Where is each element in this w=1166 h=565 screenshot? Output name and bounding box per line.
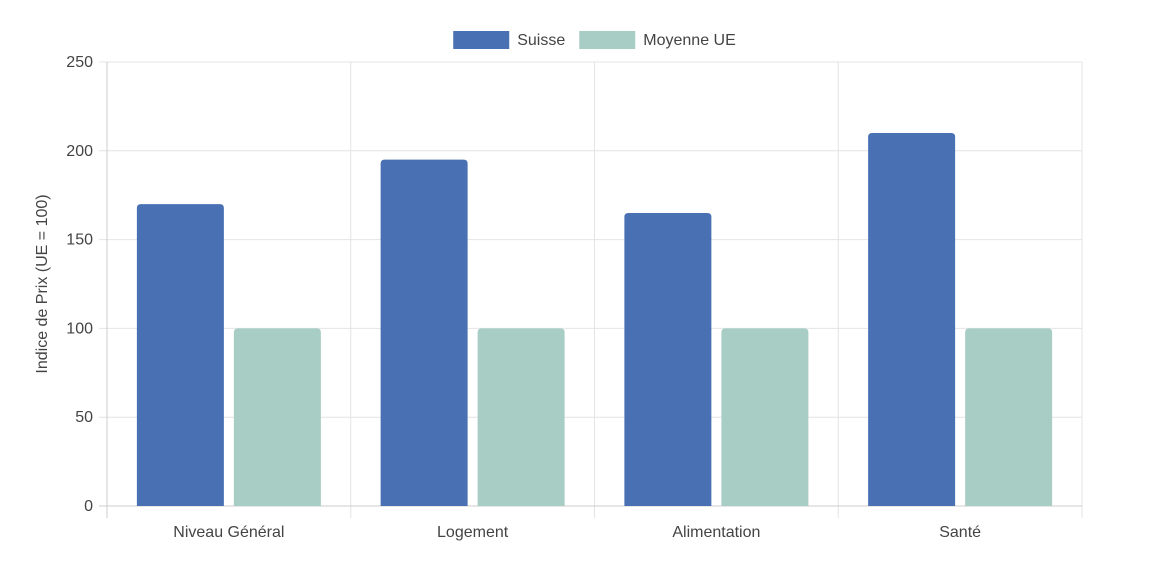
bar-suisse[interactable]	[136, 204, 224, 506]
tick-labels: 0 50 100 150 200 250 Niveau Général Logement Ali…	[66, 54, 981, 541]
y-tick-label: 0	[84, 498, 93, 515]
y-tick-label: 150	[66, 232, 93, 249]
bar-moyenne-ue[interactable]	[233, 328, 321, 506]
legend: Suisse Moyenne UE	[453, 31, 736, 49]
bar-suisse[interactable]	[624, 212, 712, 506]
legend-swatch[interactable]	[453, 31, 510, 49]
legend-label[interactable]: Moyenne UE	[643, 32, 736, 49]
x-tick-label: Niveau Général	[173, 524, 284, 541]
x-tick-label: Alimentation	[672, 524, 760, 541]
bar-moyenne-ue[interactable]	[965, 328, 1053, 506]
x-tick-label: Logement	[437, 524, 509, 541]
bar-moyenne-ue[interactable]	[721, 328, 809, 506]
y-tick-label: 100	[66, 320, 93, 337]
y-tick-label: 250	[66, 54, 93, 71]
bar-suisse[interactable]	[380, 159, 468, 506]
x-tick-label: Santé	[939, 524, 981, 541]
bars	[136, 133, 1053, 507]
legend-swatch[interactable]	[579, 31, 636, 49]
y-tick-label: 200	[66, 143, 93, 160]
bar-suisse[interactable]	[868, 133, 956, 507]
y-axis-title: Indice de Prix (UE = 100)	[34, 194, 51, 373]
legend-label[interactable]: Suisse	[517, 32, 565, 49]
bar-moyenne-ue[interactable]	[477, 328, 565, 506]
y-tick-label: 50	[75, 409, 93, 426]
